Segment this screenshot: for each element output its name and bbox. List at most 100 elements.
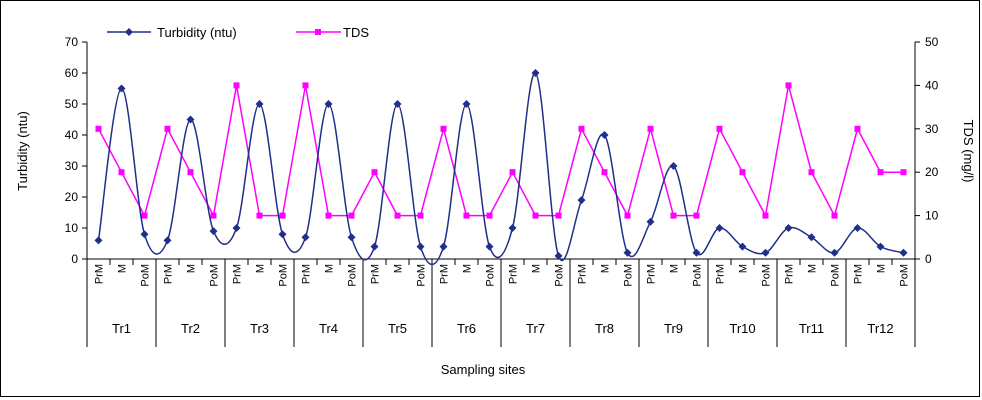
tds-point-marker: [877, 169, 884, 176]
x-category-label: PrM: [94, 264, 106, 284]
x-category-label: M: [876, 264, 888, 273]
x-category-label: M: [255, 264, 267, 273]
y-right-tick-label: 30: [925, 122, 939, 136]
turbidity-point-marker: [255, 100, 264, 108]
tds-point-marker: [785, 82, 792, 89]
turbidity-point-marker: [117, 84, 126, 93]
tds-point-marker: [95, 125, 102, 132]
x-category-label: PrM: [439, 264, 451, 284]
tds-point-marker: [348, 212, 355, 219]
x-category-label: PrM: [301, 264, 313, 284]
y-left-tick-label: 60: [65, 66, 79, 80]
legend-tds-label: TDS: [343, 25, 369, 40]
x-category-label: PrM: [784, 264, 796, 284]
turbidity-point-marker: [163, 236, 172, 245]
x-group-label: Tr11: [799, 321, 824, 336]
x-category-label: PrM: [646, 264, 658, 284]
turbidity-point-marker: [485, 242, 494, 251]
tds-point-marker: [555, 212, 562, 219]
x-group-label: Tr10: [729, 321, 755, 336]
x-category-label: PoM: [278, 264, 290, 287]
y-left-tick-label: 70: [65, 35, 79, 49]
x-category-label: M: [669, 264, 681, 273]
turbidity-point-marker: [232, 224, 241, 232]
tds-point-marker: [808, 169, 815, 176]
series-layer: [94, 69, 908, 266]
tds-series-line: [97, 85, 904, 218]
turbidity-point-marker: [784, 224, 793, 232]
tds-point-marker: [486, 212, 493, 219]
tds-point-marker: [164, 125, 171, 132]
y-left-tick-label: 40: [65, 128, 79, 142]
tds-point-marker: [624, 212, 631, 219]
x-group-label: Tr6: [457, 321, 476, 336]
turbidity-point-marker: [439, 242, 448, 251]
x-category-label: PoM: [140, 264, 152, 287]
y-left-tick-label: 20: [65, 190, 79, 204]
turbidity-point-marker: [600, 131, 609, 139]
tds-point-marker: [417, 212, 424, 219]
x-group-label: Tr4: [319, 321, 338, 336]
legend-turbidity-marker: [125, 28, 133, 36]
turbidity-point-marker: [462, 100, 471, 108]
y-left-tick-label: 10: [65, 221, 79, 235]
tds-point-marker: [854, 125, 861, 132]
tds-point-marker: [578, 125, 585, 132]
x-group-label: Tr3: [250, 321, 269, 336]
x-category-label: PrM: [232, 264, 244, 284]
x-category-label: PoM: [209, 264, 221, 287]
tds-point-marker: [532, 212, 539, 219]
x-category-label: M: [531, 264, 543, 273]
turbidity-point-marker: [301, 233, 310, 242]
turbidity-point-marker: [715, 224, 724, 232]
x-category-label: PrM: [370, 264, 382, 284]
turbidity-point-marker: [393, 100, 402, 108]
legend: Turbidity (ntu) TDS: [107, 25, 369, 40]
turbidity-point-marker: [278, 230, 287, 239]
x-category-label: M: [117, 264, 129, 273]
x-category-label: PoM: [692, 264, 704, 287]
turbidity-series-line: [97, 72, 904, 266]
x-category-label: M: [462, 264, 474, 273]
turbidity-point-marker: [876, 242, 885, 251]
tds-point-marker: [141, 212, 148, 219]
tds-point-marker: [509, 169, 516, 176]
tds-point-marker: [831, 212, 838, 219]
x-group-label: Tr2: [181, 321, 200, 336]
axes: [82, 41, 920, 347]
x-group-label: Tr5: [388, 321, 407, 336]
turbidity-point-marker: [140, 230, 149, 239]
axis-labels: 0 10 20 30 40 50 60 70 0 10 20 30 40 50 PrM M PoM PrM M PoM…: [65, 35, 939, 336]
x-category-label: PrM: [508, 264, 520, 284]
turbidity-point-marker: [209, 227, 218, 236]
tds-point-marker: [440, 125, 447, 132]
y-right-tick-label: 20: [925, 165, 939, 179]
legend-tds-marker: [315, 29, 321, 35]
y-right-tick-label: 0: [925, 252, 932, 266]
tds-point-marker: [279, 212, 286, 219]
tds-point-marker: [670, 212, 677, 219]
y-right-tick-label: 40: [925, 78, 939, 92]
x-category-label: M: [738, 264, 750, 273]
turbidity-point-marker: [692, 248, 701, 257]
x-category-label: PoM: [830, 264, 842, 287]
x-category-label: PoM: [416, 264, 428, 287]
tds-point-marker: [256, 212, 263, 219]
y-axis-left-title: Turbidity (ntu): [15, 111, 30, 191]
turbidity-point-marker: [94, 236, 103, 245]
tds-point-marker: [463, 212, 470, 219]
tds-point-marker: [371, 169, 378, 176]
y-right-tick-label: 10: [925, 209, 939, 223]
x-category-label: M: [600, 264, 612, 273]
legend-turbidity-label: Turbidity (ntu): [157, 25, 237, 40]
tds-point-marker: [394, 212, 401, 219]
x-category-label: PoM: [623, 264, 635, 287]
x-category-label: PrM: [853, 264, 865, 284]
x-axis-title: Sampling sites: [441, 362, 526, 377]
tds-point-marker: [210, 212, 217, 219]
turbidity-point-marker: [416, 242, 425, 251]
tds-point-marker: [739, 169, 746, 176]
turbidity-point-marker: [508, 224, 517, 232]
